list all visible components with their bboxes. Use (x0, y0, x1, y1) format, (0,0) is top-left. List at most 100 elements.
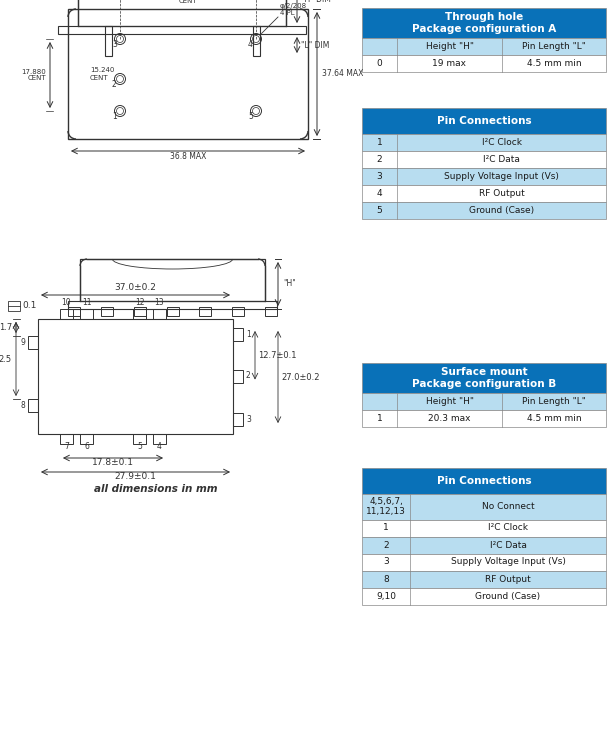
Bar (362, 202, 606, 219)
Text: 2.5: 2.5 (0, 355, 12, 363)
Text: 0.1: 0.1 (22, 302, 36, 310)
Bar (362, 151, 606, 168)
Bar (60, 434, 73, 444)
Text: 1: 1 (376, 138, 383, 147)
Text: 36.8 MAX: 36.8 MAX (170, 152, 206, 161)
Bar (166, 307, 179, 316)
Text: Height "H": Height "H" (426, 42, 473, 51)
Text: 15.240
CENT: 15.240 CENT (90, 68, 114, 81)
Text: 5: 5 (248, 112, 253, 121)
Text: 0: 0 (376, 59, 383, 68)
Text: Pin Length "L": Pin Length "L" (522, 42, 586, 51)
Text: 1: 1 (112, 112, 117, 121)
Text: Supply Voltage Input (Vs): Supply Voltage Input (Vs) (451, 558, 565, 567)
Bar (105, 26, 112, 56)
Bar (362, 134, 606, 151)
Bar (233, 369, 243, 382)
Text: 3: 3 (112, 40, 117, 49)
Bar (68, 307, 80, 316)
Text: Ground (Case): Ground (Case) (469, 206, 534, 215)
Bar (200, 307, 211, 316)
Text: 5: 5 (137, 442, 142, 451)
Bar (362, 108, 606, 134)
Text: Surface mount
Package configuration B: Surface mount Package configuration B (412, 367, 556, 389)
Text: 2: 2 (112, 80, 117, 89)
Text: "L" DIM: "L" DIM (301, 40, 329, 49)
Text: "H": "H" (283, 280, 296, 288)
Text: 3: 3 (383, 558, 389, 567)
Bar (134, 307, 146, 316)
Bar (233, 413, 243, 426)
Bar (101, 307, 113, 316)
Bar (362, 363, 606, 393)
Text: 2: 2 (246, 371, 251, 380)
Text: 3: 3 (376, 172, 383, 181)
Bar (38, 319, 233, 434)
Text: 2: 2 (383, 540, 389, 550)
Bar (68, 301, 277, 309)
Text: 5: 5 (376, 206, 383, 215)
Bar (80, 434, 93, 444)
Text: 4,5,6,7,
11,12,13: 4,5,6,7, 11,12,13 (366, 497, 406, 517)
Text: Pin Length "L": Pin Length "L" (522, 397, 586, 406)
Text: Supply Voltage Input (Vs): Supply Voltage Input (Vs) (444, 172, 559, 181)
Text: 19 max: 19 max (432, 59, 467, 68)
Bar (362, 587, 606, 605)
Text: Pin Connections: Pin Connections (437, 116, 531, 126)
Text: 4: 4 (157, 442, 162, 451)
Text: 1: 1 (246, 330, 251, 339)
Bar (362, 393, 606, 410)
Text: 20.3 max: 20.3 max (428, 414, 471, 423)
Bar (28, 336, 38, 349)
Bar (362, 553, 606, 570)
Bar (133, 434, 146, 444)
Bar (362, 55, 606, 72)
Text: I²C Data: I²C Data (483, 155, 520, 164)
Bar (362, 520, 606, 537)
Bar (362, 537, 606, 553)
Bar (362, 468, 606, 494)
Text: 4: 4 (376, 189, 383, 198)
Text: φ/2/208
4 PL: φ/2/208 4 PL (280, 3, 307, 16)
Text: 9,10: 9,10 (376, 592, 396, 600)
Bar (60, 309, 73, 319)
Bar (8, 301, 20, 311)
Bar (232, 307, 244, 316)
Bar (153, 309, 166, 319)
Text: 1.7: 1.7 (0, 323, 12, 332)
Bar (80, 259, 265, 301)
Text: 4.5 mm min: 4.5 mm min (527, 414, 581, 423)
Text: 17.880
CENT: 17.880 CENT (21, 68, 46, 81)
Bar (78, 0, 286, 26)
Text: all dimensions in mm: all dimensions in mm (94, 484, 217, 494)
Text: RF Output: RF Output (485, 575, 531, 584)
Text: 1: 1 (376, 414, 383, 423)
Text: 8: 8 (20, 401, 25, 410)
Text: 4: 4 (248, 40, 253, 49)
Bar (80, 309, 93, 319)
Text: Height "H": Height "H" (426, 397, 473, 406)
Text: 6: 6 (84, 442, 89, 451)
Text: 17.8±0.1: 17.8±0.1 (92, 458, 134, 467)
Text: 27.9±0.1: 27.9±0.1 (115, 472, 157, 481)
Text: 12: 12 (134, 298, 144, 307)
Bar (362, 570, 606, 587)
Bar (265, 307, 277, 316)
Bar (362, 410, 606, 427)
Text: 12.7±0.1: 12.7±0.1 (258, 351, 297, 360)
Text: 13: 13 (155, 298, 165, 307)
Bar (68, 9, 308, 139)
Text: 8: 8 (383, 575, 389, 584)
Text: Pin Connections: Pin Connections (437, 476, 531, 486)
Bar (362, 38, 606, 55)
Bar (133, 309, 146, 319)
Bar (362, 8, 606, 38)
Text: RF Output: RF Output (479, 189, 524, 198)
Bar (253, 26, 260, 56)
Text: I²C Clock: I²C Clock (488, 523, 528, 532)
Bar (58, 26, 306, 34)
Text: 37.0±0.2: 37.0±0.2 (115, 283, 157, 292)
Bar (153, 434, 166, 444)
Text: I²C Clock: I²C Clock (481, 138, 521, 147)
Bar (28, 399, 38, 412)
